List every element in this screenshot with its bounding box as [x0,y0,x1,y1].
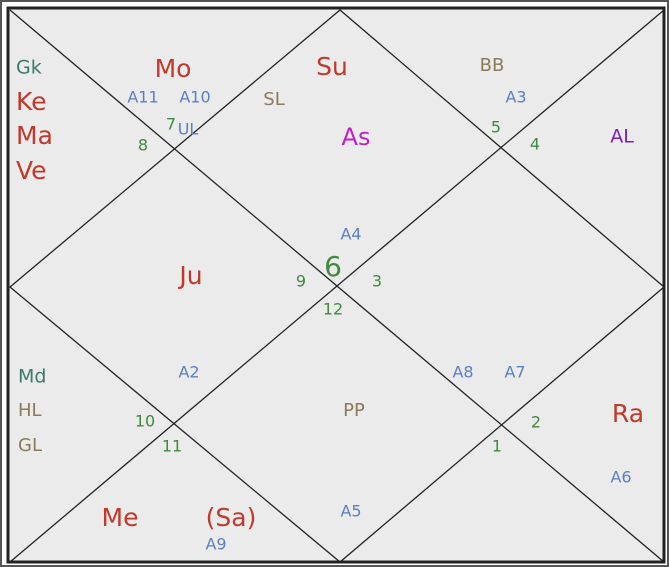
label: Mo [155,54,192,83]
label: 8 [138,136,148,155]
label: A7 [504,363,525,382]
label: Md [18,366,46,388]
label: Ke [16,87,47,116]
label: 7 [166,115,176,134]
label: Ma [16,121,53,150]
label: Me [102,503,139,532]
labels: Gk Ke Ma Ve Mo A11 A10 SL 7 UL 8 Su As B… [16,52,644,554]
label: A3 [505,88,526,107]
label: BB [480,55,505,76]
label: 1 [492,437,502,456]
label: Ju [177,261,202,290]
label: SL [263,89,284,110]
label: A9 [205,535,226,554]
label: 12 [323,300,343,319]
label: A11 [127,88,158,107]
label: AL [610,126,634,148]
label: A10 [179,88,210,107]
label: 6 [324,250,342,283]
label: 5 [491,118,501,137]
label: 9 [296,272,306,291]
label: Gk [16,57,42,79]
label: Ve [16,156,47,185]
label: GL [18,435,42,456]
label: Su [316,52,348,81]
label: A4 [340,225,361,244]
label: 2 [531,413,541,432]
label: A2 [178,363,199,382]
label: (Sa) [206,503,257,532]
label: A6 [610,468,631,487]
label: PP [343,400,365,421]
label: 11 [162,437,182,456]
label: 10 [135,412,155,431]
chart-lines [8,9,666,563]
label: Ra [612,399,644,428]
label: 3 [372,272,382,291]
label: A8 [452,363,473,382]
label: 4 [530,135,540,154]
label: HL [18,400,42,421]
label: A5 [340,502,361,521]
label: UL [178,120,199,139]
label: As [342,123,371,151]
